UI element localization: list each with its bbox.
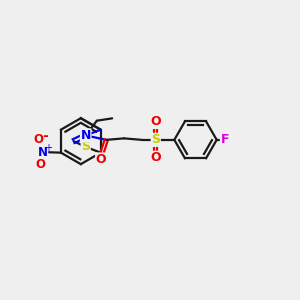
Text: S: S [81,140,90,153]
Text: O: O [150,116,161,128]
Text: N: N [38,146,48,159]
Text: O: O [35,158,45,171]
Text: N: N [80,129,91,142]
Text: O: O [96,153,106,166]
Text: F: F [220,133,229,146]
Text: S: S [151,133,160,146]
Text: -: - [42,129,48,143]
Text: O: O [150,151,161,164]
Text: +: + [44,142,52,153]
Text: O: O [33,133,43,146]
